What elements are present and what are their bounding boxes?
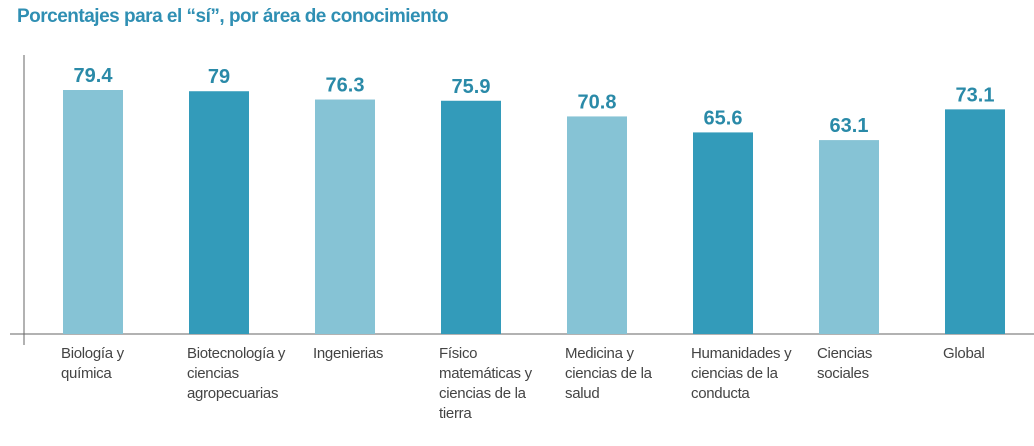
- x-tick-label: Medicina y ciencias de la salud: [565, 345, 652, 402]
- x-tick-label: Global: [943, 345, 985, 362]
- bar: [693, 132, 753, 334]
- x-tick-label: Biología y química: [61, 345, 124, 382]
- bar: [315, 99, 375, 335]
- x-tick-label: Físico matemáticas y ciencias de la tier…: [439, 345, 532, 422]
- bar: [441, 100, 501, 334]
- bar: [567, 116, 627, 334]
- value-label: 73.1: [956, 84, 995, 106]
- x-tick-label: Ciencias sociales: [817, 345, 873, 382]
- bar: [189, 91, 249, 334]
- bar: [945, 109, 1005, 334]
- value-label: 70.8: [578, 91, 617, 113]
- x-tick-label: Humanidades y ciencias de la conducta: [691, 345, 792, 402]
- bar: [819, 140, 879, 334]
- value-label: 65.6: [704, 107, 743, 129]
- value-label: 75.9: [452, 76, 491, 98]
- value-label: 76.3: [326, 75, 365, 97]
- value-label: 79: [208, 66, 230, 88]
- x-tick-label: Biotecnología y ciencias agropecuarias: [187, 345, 286, 402]
- chart-title: Porcentajes para el “sí”, por área de co…: [17, 6, 449, 27]
- value-label: 79.4: [74, 65, 114, 87]
- value-label: 63.1: [830, 115, 869, 137]
- x-tick-label: Ingenierias: [313, 345, 384, 362]
- bar: [63, 90, 123, 334]
